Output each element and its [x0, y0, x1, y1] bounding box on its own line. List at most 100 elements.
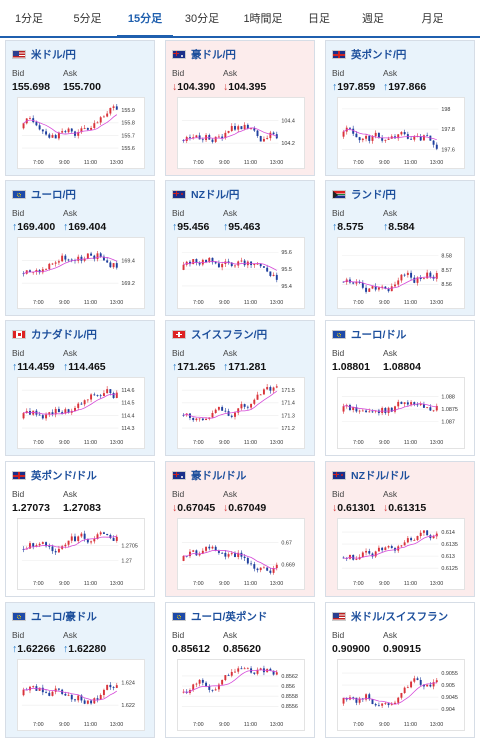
y-tick-label: 171.3 [281, 413, 295, 419]
candle-body [198, 418, 201, 420]
rate-card[interactable]: ランド/円 Bid Ask ↑8.575 ↑8.584 8.58 8.57 8.56 7:00 9… [325, 180, 475, 316]
candle-body [387, 546, 390, 548]
y-tick-label: 104.4 [281, 119, 295, 125]
candle-body [182, 414, 185, 416]
pair-name[interactable]: 豪ドル/円 [191, 48, 236, 61]
bid-label: Bid [332, 489, 345, 499]
candle-body [410, 138, 413, 140]
bid-trend-arrow-icon: ↑ [172, 361, 178, 373]
mini-candlestick-chart[interactable]: 171.5 171.4 171.3 171.2 7:00 9:00 11:00 13:00 [177, 377, 305, 449]
rate-card[interactable]: ユーロ/ドル Bid Ask 1.08801 1.08804 1.088 1.0875 1.0… [325, 320, 475, 456]
candle-body [48, 134, 51, 138]
candle-body [403, 402, 406, 404]
tab-3[interactable]: 30分足 [184, 13, 220, 25]
pair-name[interactable]: NZドル/ドル [351, 469, 410, 482]
rate-card[interactable]: NZドル/ドル Bid Ask ↓0.61301 ↓0.61315 0.614 0.6135… [325, 461, 475, 597]
moving-average-line [343, 276, 437, 290]
rate-card[interactable]: 豪ドル/円 Bid Ask ↓104.390 ↓104.395 104.4 104.2 7:0… [165, 40, 315, 176]
rate-card[interactable]: NZドル/円 Bid Ask ↑95.456 ↑95.463 95.6 95.5 95.4 7:… [165, 180, 315, 316]
candle-body [234, 553, 236, 557]
rate-card[interactable]: ユーロ/円 Bid Ask ↑169.400 ↑169.404 169.4 169.2 7:0… [5, 180, 155, 316]
tab-0[interactable]: 1分足 [14, 13, 44, 25]
pair-name[interactable]: 米ドル/スイスフラン [351, 610, 449, 623]
mini-candlestick-chart[interactable]: 1.088 1.0875 1.087 7:00 9:00 11:00 13:00 [337, 377, 465, 449]
mini-candlestick-chart[interactable]: 169.4 169.2 7:00 9:00 11:00 13:00 [17, 237, 145, 309]
tab-6[interactable]: 週足 [362, 13, 384, 25]
candle-body [377, 705, 380, 707]
y-tick-label: 0.8562 [281, 674, 298, 680]
mini-candlestick-chart[interactable]: 1.2705 1.27 7:00 9:00 11:00 13:00 [17, 518, 145, 590]
bid-value: ↓104.390 [172, 81, 215, 93]
bid-label: Bid [172, 489, 185, 499]
y-tick-label: 104.2 [281, 141, 295, 147]
candlestick-svg: 0.8562 0.856 0.8558 0.8556 7:00 9:00 11:00 13:0… [181, 665, 298, 728]
candle-body [426, 272, 429, 279]
mini-candlestick-chart[interactable]: 95.6 95.5 95.4 7:00 9:00 11:00 13:00 [177, 237, 305, 309]
candle-body [435, 680, 438, 683]
candle-body [201, 679, 204, 683]
pair-name[interactable]: ユーロ/豪ドル [31, 610, 97, 623]
tab-4[interactable]: 1時間足 [243, 13, 283, 25]
rate-card[interactable]: 米ドル/スイスフラン Bid Ask 0.90900 0.90915 0.9055 0.90… [325, 602, 475, 738]
candle-body [368, 135, 371, 141]
tab-1[interactable]: 5分足 [73, 13, 102, 25]
bid-trend-arrow-icon: ↓ [172, 502, 178, 514]
pair-name[interactable]: NZドル/円 [191, 188, 240, 201]
candle-body [419, 679, 422, 685]
candle-body [112, 106, 115, 108]
pair-name[interactable]: スイスフラン/円 [191, 328, 268, 341]
pair-name[interactable]: 米ドル/円 [31, 48, 76, 61]
candle-body [413, 678, 416, 682]
candlestick-svg: 1.624 1.622 7:00 9:00 11:00 13:00 [21, 681, 135, 728]
mini-candlestick-chart[interactable]: 114.6 114.5 114.4 114.3 7:00 9:00 11:00 13:00 [17, 377, 145, 449]
tab-7[interactable]: 月足 [421, 13, 444, 25]
candle-body [195, 135, 198, 138]
pair-name[interactable]: 英ポンド/ドル [31, 469, 97, 482]
au-flag-icon [172, 49, 186, 59]
candle-body [70, 536, 73, 541]
mini-candlestick-chart[interactable]: 198 197.8 197.6 7:00 9:00 11:00 13:00 [337, 97, 465, 169]
pair-name[interactable]: カナダドル/円 [31, 328, 97, 341]
candle-body [432, 140, 435, 145]
candle-body [102, 532, 105, 534]
tab-2[interactable]: 15分足 [117, 0, 173, 38]
candle-body [259, 394, 262, 396]
rate-card[interactable]: 英ポンド/ドル Bid Ask 1.27073 1.27083 1.2705 1.27 7:0… [5, 461, 155, 597]
rate-card[interactable]: ユーロ/英ポンド Bid Ask 0.85612 0.85620 0.8562 0.856 0… [165, 602, 315, 738]
bid-label: Bid [332, 630, 345, 640]
rate-card[interactable]: 豪ドル/ドル Bid Ask ↓0.67045 ↓0.67049 0.67 0.669 7:0… [165, 461, 315, 597]
mini-candlestick-chart[interactable]: 0.614 0.6135 0.613 0.6125 7:00 9:00 11:00 13:00 [337, 518, 465, 590]
candle-body [32, 543, 35, 547]
pair-name[interactable]: ユーロ/英ポンド [191, 610, 268, 623]
ask-value: ↑114.465 [63, 361, 106, 373]
candle-body [227, 554, 230, 557]
ask-value: ↑169.404 [63, 221, 106, 233]
rate-card[interactable]: スイスフラン/円 Bid Ask ↑171.265 ↑171.281 171.5 171.4… [165, 320, 315, 456]
pair-name[interactable]: ユーロ/円 [31, 188, 76, 201]
y-tick-label: 0.67 [281, 540, 292, 546]
rate-card[interactable]: カナダドル/円 Bid Ask ↑114.459 ↑114.465 114.6 114.5 1… [5, 320, 155, 456]
mini-candlestick-chart[interactable]: 0.9055 0.905 0.9045 0.904 7:00 9:00 11:00 13:00 [337, 659, 465, 731]
candle-body [192, 550, 195, 552]
candle-body [397, 697, 400, 703]
bid-price: 0.90900 [332, 643, 370, 655]
candle-body [74, 536, 76, 541]
rate-card[interactable]: 米ドル/円 Bid Ask 155.698 155.700 155.9 155.8 155.7… [5, 40, 155, 176]
candle-body [374, 286, 377, 290]
mini-candlestick-chart[interactable]: 104.4 104.2 7:00 9:00 11:00 13:00 [177, 97, 305, 169]
x-tick-label: 13:00 [430, 581, 444, 587]
rate-card[interactable]: 英ポンド/円 Bid Ask ↑197.859 ↑197.866 198 197.8 197.… [325, 40, 475, 176]
mini-candlestick-chart[interactable]: 0.8562 0.856 0.8558 0.8556 7:00 9:00 11:00 13:0… [177, 659, 305, 731]
tab-5[interactable]: 日足 [308, 13, 330, 25]
mini-candlestick-chart[interactable]: 155.9 155.8 155.7 155.6 7:00 9:00 11:00 13:00 [17, 97, 145, 169]
pair-name[interactable]: 豪ドル/ドル [191, 469, 247, 482]
mini-candlestick-chart[interactable]: 8.58 8.57 8.56 7:00 9:00 11:00 13:00 [337, 237, 465, 309]
pair-header: 英ポンド/円 [332, 47, 406, 61]
mini-candlestick-chart[interactable]: 0.67 0.669 7:00 9:00 11:00 13:00 [177, 518, 305, 590]
pair-name[interactable]: ユーロ/ドル [351, 328, 407, 341]
pair-name[interactable]: ランド/円 [351, 188, 396, 201]
rate-card[interactable]: ユーロ/豪ドル Bid Ask ↑1.62266 ↑1.62280 1.624 1.622 7… [5, 602, 155, 738]
mini-candlestick-chart[interactable]: 1.624 1.622 7:00 9:00 11:00 13:00 [17, 659, 145, 731]
pair-name[interactable]: 英ポンド/円 [351, 48, 407, 61]
candle-body [426, 135, 429, 137]
